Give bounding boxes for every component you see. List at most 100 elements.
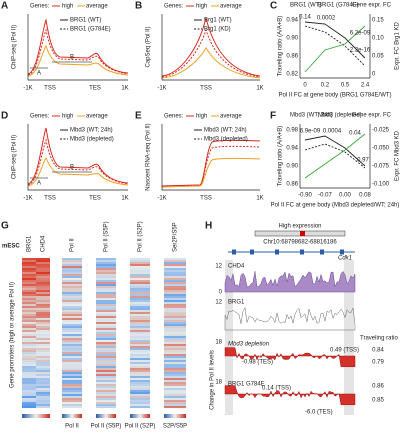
heatmap-cell — [96, 380, 116, 383]
heatmap-cell — [62, 344, 82, 347]
heatmap-cell — [130, 396, 150, 399]
y2-tick-label: -0.075 — [372, 164, 390, 170]
heatmap-cell — [36, 336, 50, 339]
heatmap-cell — [164, 270, 186, 273]
heatmap-cell — [62, 406, 82, 409]
heatmap-cell — [62, 398, 82, 401]
heatmap-cell — [130, 382, 150, 385]
heatmap-cell — [62, 322, 82, 325]
heatmap-cell — [62, 300, 82, 303]
heatmap-cell — [130, 366, 150, 369]
heatmap-cell — [164, 320, 186, 323]
heatmap-cell — [96, 326, 116, 329]
x-tick-label: -1K — [23, 86, 32, 92]
heatmap-cell — [130, 334, 150, 337]
y-label: ChIP-seq (Pol II) — [12, 25, 18, 69]
heatmap-cell — [164, 276, 186, 279]
heatmap-cell — [130, 320, 150, 323]
panel-letter: H — [205, 221, 212, 232]
exon — [275, 249, 279, 255]
heatmap-cell — [164, 364, 186, 367]
heatmap-cell — [62, 340, 82, 343]
heatmap-cell — [62, 296, 82, 299]
y-tick-label: 0.86 — [286, 182, 298, 188]
heatmap-cell — [36, 386, 50, 389]
heatmap-cell — [62, 392, 82, 395]
heatmap-cell — [130, 336, 150, 339]
heatmap-cell — [164, 386, 186, 389]
heatmap-cell — [22, 262, 36, 265]
x-tick-label: -1K — [157, 86, 166, 92]
heatmap-cell — [164, 384, 186, 387]
heatmap-cell — [22, 296, 36, 299]
heatmap-cell — [164, 290, 186, 293]
heatmap-cell — [22, 302, 36, 305]
heatmap-cell — [96, 316, 116, 319]
heatmap-cell — [22, 264, 36, 267]
heatmap-cell — [36, 282, 50, 285]
colorbar — [96, 414, 116, 418]
label: B — [70, 165, 74, 171]
heatmap-cell — [22, 340, 36, 343]
heatmap-cell — [22, 374, 36, 377]
heatmap-cell — [96, 268, 116, 271]
heatmap-cell — [62, 382, 82, 385]
heatmap-cell — [96, 346, 116, 349]
heatmap-cell — [36, 290, 50, 293]
heatmap-cell — [62, 380, 82, 383]
heatmap-cell — [96, 366, 116, 369]
heatmap-cell — [130, 318, 150, 321]
heatmap-cell — [96, 404, 116, 407]
heatmap-cell — [62, 288, 82, 291]
heatmap-cell — [130, 260, 150, 263]
heatmap-cell — [62, 310, 82, 313]
heatmap-cell — [164, 382, 186, 385]
heatmap-cell — [62, 268, 82, 271]
legend-entry: Brg1 (KD) — [204, 27, 231, 33]
heatmap-cell — [22, 394, 36, 397]
heatmap-cell — [164, 392, 186, 395]
heatmap-cell — [130, 378, 150, 381]
exon — [250, 249, 254, 255]
heatmap-cell — [22, 258, 36, 261]
heatmap-cell — [96, 320, 116, 323]
heatmap-cell — [130, 372, 150, 375]
heatmap-cell — [22, 344, 36, 347]
heatmap-cell — [164, 272, 186, 275]
label: Genes: — [164, 4, 184, 10]
coverage-track — [224, 306, 356, 331]
heatmap-cell — [96, 364, 116, 367]
heatmap-cell — [96, 372, 116, 375]
heatmap-cell — [164, 300, 186, 303]
heatmap-cell — [164, 338, 186, 341]
heatmap-cell — [22, 276, 36, 279]
heatmap-cell — [164, 394, 186, 397]
track-label: CHD4 — [228, 264, 245, 270]
y-tick-label: 0.90 — [286, 164, 298, 170]
x-tick-label: 0.08 — [359, 193, 371, 199]
heatmap-cell — [62, 348, 82, 351]
heatmap-cell — [164, 406, 186, 409]
heatmap-cell — [22, 404, 36, 407]
heatmap-cell — [96, 286, 116, 289]
profile-curves — [27, 17, 261, 188]
heatmap-cell — [22, 266, 36, 269]
heatmap-cell — [164, 302, 186, 305]
heatmap-cell — [130, 362, 150, 365]
heatmap-cell — [164, 388, 186, 391]
traveling-ratio: 0.85 — [372, 398, 384, 404]
track-tick: 12 — [215, 300, 222, 306]
heatmap-cell — [36, 350, 50, 353]
heatmap-cell — [22, 282, 36, 285]
heatmap-cell — [130, 338, 150, 341]
x-tick-label: 2.4 — [361, 83, 370, 89]
heatmap-cell — [164, 358, 186, 361]
heatmap-cell — [164, 378, 186, 381]
heatmap-cell — [96, 386, 116, 389]
heatmap-cell — [130, 294, 150, 297]
heatmap-cell — [130, 350, 150, 353]
exon — [232, 249, 236, 255]
heatmap-cell — [36, 370, 50, 373]
heatmap-cell — [130, 284, 150, 287]
heatmap-cell — [22, 338, 36, 341]
